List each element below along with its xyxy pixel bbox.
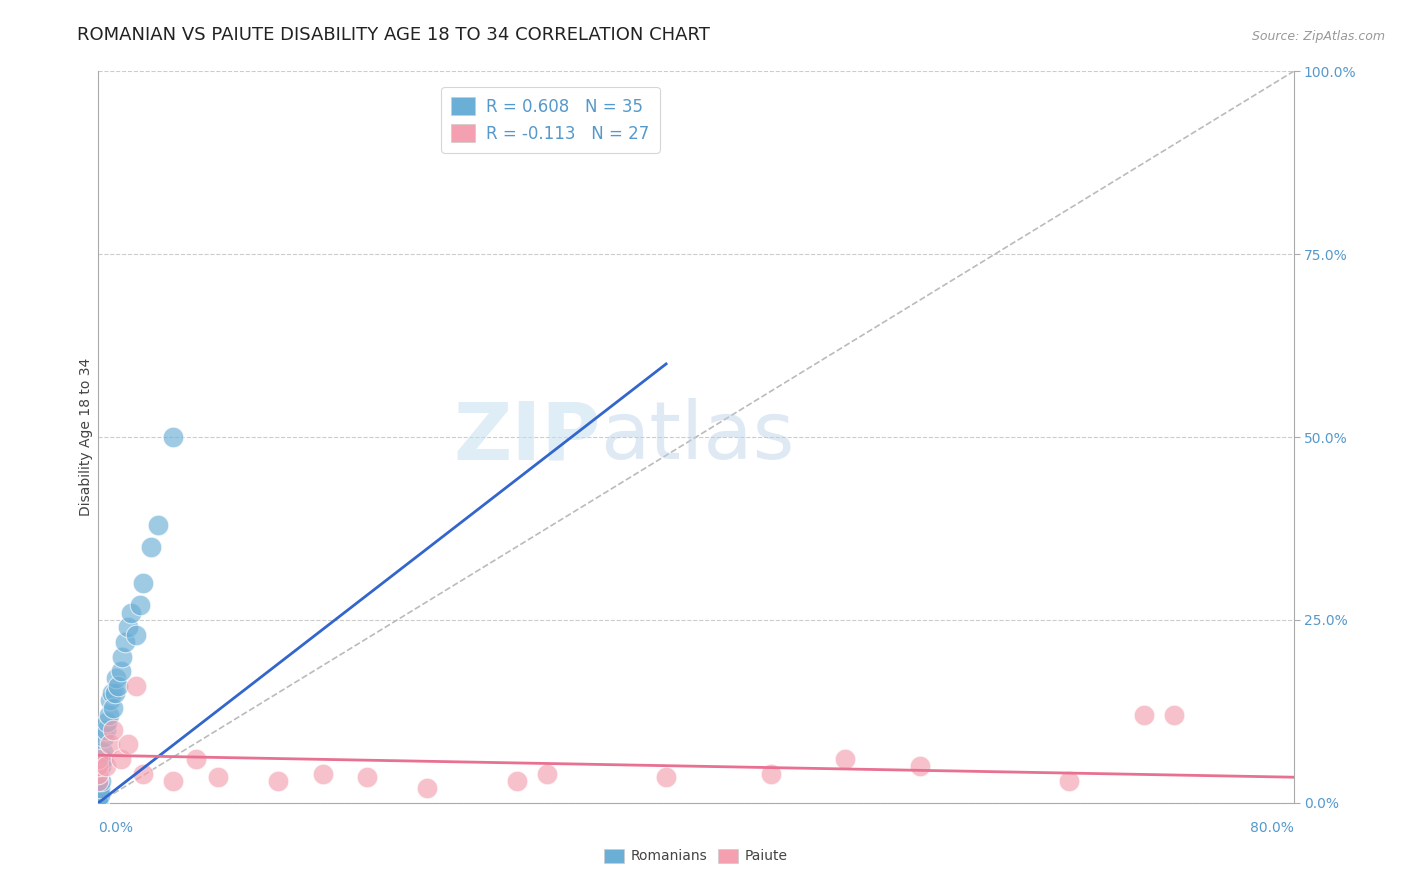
Point [87, 796, 110, 810]
Point [162, 430, 184, 444]
Point [110, 752, 132, 766]
Point [125, 679, 148, 693]
Point [117, 620, 139, 634]
Point [103, 700, 125, 714]
Point [908, 759, 931, 773]
Point [834, 752, 856, 766]
Point [129, 599, 152, 613]
Point [162, 773, 184, 788]
Point [89, 781, 111, 796]
Point [114, 635, 136, 649]
Point [110, 664, 132, 678]
Y-axis label: Disability Age 18 to 34: Disability Age 18 to 34 [79, 358, 93, 516]
Text: 0.0%: 0.0% [98, 821, 134, 835]
Point [87, 773, 110, 788]
Text: 80.0%: 80.0% [1250, 821, 1294, 835]
Point [111, 649, 134, 664]
Text: Source: ZipAtlas.com: Source: ZipAtlas.com [1251, 30, 1385, 43]
Point [91, 752, 114, 766]
Point [311, 766, 333, 780]
Text: ZIP: ZIP [453, 398, 600, 476]
Point [87, 796, 110, 810]
Point [94, 759, 117, 773]
Text: ROMANIAN VS PAIUTE DISABILITY AGE 18 TO 34 CORRELATION CHART: ROMANIAN VS PAIUTE DISABILITY AGE 18 TO … [77, 26, 710, 44]
Point [105, 672, 128, 686]
Point [125, 627, 148, 641]
Point [536, 766, 558, 780]
Point [87, 796, 110, 810]
Point [759, 766, 782, 780]
Point [96, 715, 118, 730]
Point [416, 781, 439, 796]
Point [356, 770, 378, 784]
Point [132, 766, 155, 780]
Point [87, 759, 110, 773]
Point [87, 752, 110, 766]
Point [90, 759, 112, 773]
Point [90, 773, 112, 788]
Point [148, 517, 170, 532]
Point [89, 789, 111, 803]
Point [120, 606, 142, 620]
Point [87, 773, 110, 788]
Point [98, 693, 122, 707]
Point [207, 770, 229, 784]
Legend: Romanians, Paiute: Romanians, Paiute [599, 843, 793, 869]
Point [184, 752, 207, 766]
Point [267, 773, 290, 788]
Point [94, 723, 117, 737]
Point [87, 796, 110, 810]
Point [1133, 708, 1156, 723]
Point [104, 686, 127, 700]
Point [87, 781, 110, 796]
Point [91, 745, 114, 759]
Point [97, 708, 120, 723]
Point [506, 773, 529, 788]
Point [139, 540, 162, 554]
Point [655, 770, 678, 784]
Point [107, 679, 129, 693]
Point [117, 737, 139, 751]
Point [1163, 708, 1185, 723]
Point [101, 686, 124, 700]
Text: atlas: atlas [600, 398, 794, 476]
Point [132, 576, 155, 591]
Point [87, 796, 110, 810]
Point [93, 730, 115, 744]
Point [87, 766, 110, 780]
Point [103, 723, 125, 737]
Point [87, 796, 110, 810]
Point [1059, 773, 1081, 788]
Point [98, 737, 122, 751]
